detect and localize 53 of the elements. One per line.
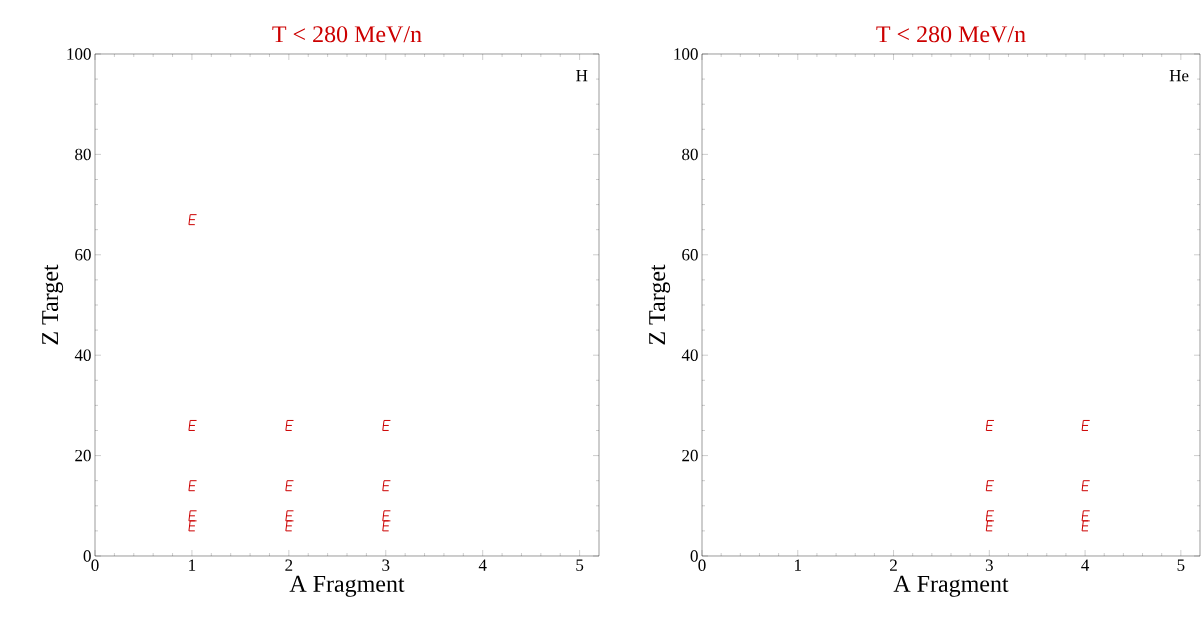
- point: [285, 480, 294, 492]
- annotation: H: [576, 70, 588, 82]
- point: [985, 419, 995, 431]
- y-axis-title: Z Target: [42, 264, 64, 345]
- y-tick-label: 100: [67, 48, 91, 60]
- x-tick-label: 5: [1177, 559, 1185, 571]
- point: [382, 510, 391, 522]
- point: [1081, 480, 1090, 492]
- chart-title: T < 280 MeV/n: [272, 26, 422, 43]
- point: [1081, 520, 1090, 532]
- chart-title: T < 280 MeV/n: [876, 26, 1026, 43]
- x-tick-label: 1: [189, 559, 196, 571]
- y-tick-label: 40: [681, 349, 698, 361]
- point: [188, 419, 197, 431]
- y-tick-label: 60: [682, 249, 698, 261]
- y-tick-label: 80: [75, 148, 91, 161]
- point: [985, 520, 995, 532]
- point: [1081, 419, 1090, 431]
- point: [188, 520, 197, 532]
- point: [382, 419, 391, 431]
- x-tick-label: 5: [576, 559, 584, 571]
- point: [188, 510, 197, 522]
- point: [1081, 510, 1090, 522]
- point: [285, 510, 294, 522]
- y-tick-label: 100: [674, 48, 698, 60]
- y-tick-label: 0: [690, 550, 698, 562]
- point: [382, 520, 391, 532]
- y-tick-label: 40: [74, 349, 91, 361]
- point: [985, 510, 995, 522]
- point: [188, 214, 197, 226]
- x-tick-label: 1: [795, 559, 802, 571]
- x-tick-label: 0: [91, 559, 99, 571]
- point: [285, 419, 294, 431]
- y-tick-label: 80: [682, 148, 698, 161]
- x-tick-label: 3: [985, 559, 993, 571]
- y-tick-label: 60: [75, 249, 91, 261]
- x-tick-label: 3: [382, 559, 390, 571]
- point: [285, 520, 294, 532]
- x-tick-label: 0: [698, 559, 706, 571]
- x-tick-label: 4: [478, 559, 487, 571]
- point: [382, 480, 391, 492]
- point: [985, 480, 995, 492]
- x-tick-label: 4: [1081, 559, 1090, 571]
- x-axis-title: A Fragment: [893, 575, 1009, 597]
- y-axis-title: Z Target: [649, 264, 671, 345]
- x-axis-title: A Fragment: [289, 575, 405, 597]
- x-tick-label: 2: [890, 559, 897, 571]
- y-tick-label: 20: [75, 449, 91, 462]
- y-tick-label: 0: [83, 550, 91, 562]
- annotation: He: [1169, 70, 1189, 82]
- x-tick-label: 2: [285, 559, 293, 571]
- y-tick-label: 20: [682, 449, 698, 462]
- point: [188, 480, 197, 492]
